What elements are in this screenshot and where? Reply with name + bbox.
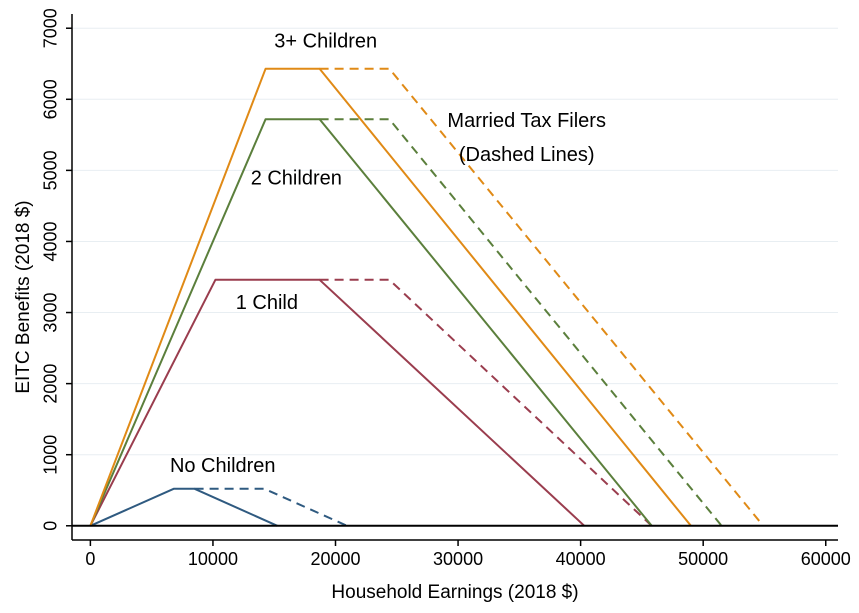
annotation-5: (Dashed Lines) xyxy=(459,144,595,166)
annotation-4: Married Tax Filers xyxy=(447,110,606,132)
x-tick-label-2: 20000 xyxy=(310,549,360,569)
y-tick-label-0: 0 xyxy=(41,521,61,531)
x-tick-label-6: 60000 xyxy=(801,549,851,569)
x-tick-label-3: 30000 xyxy=(433,549,483,569)
series-line-no-children-dashed xyxy=(194,487,348,527)
series-line-three-children-solid xyxy=(89,67,692,527)
annotation-1: 2 Children xyxy=(251,168,342,190)
y-tick-label-5: 5000 xyxy=(41,150,61,190)
series-line-two-children-solid xyxy=(89,118,653,527)
annotation-3: No Children xyxy=(170,455,276,477)
y-tick-label-1: 1000 xyxy=(41,435,61,475)
y-axis-ticks: 0 1000 2000 3000 4000 5000 6000 7000 xyxy=(41,8,72,531)
series-line-two-children-dashed xyxy=(319,118,723,527)
axes xyxy=(71,14,838,541)
y-tick-label-2: 2000 xyxy=(41,364,61,404)
x-axis-title: Household Earnings (2018 $) xyxy=(331,582,578,603)
series-line-three-children-dashed xyxy=(319,67,764,527)
y-tick-label-4: 4000 xyxy=(41,221,61,261)
y-tick-label-3: 3000 xyxy=(41,293,61,333)
x-tick-label-4: 40000 xyxy=(556,549,606,569)
annotation-2: 1 Child xyxy=(236,292,298,314)
x-tick-label-1: 10000 xyxy=(188,549,238,569)
series-lines xyxy=(89,67,764,527)
annotation-0: 3+ Children xyxy=(274,30,377,52)
x-tick-label-5: 50000 xyxy=(678,549,728,569)
series-line-one-child-solid xyxy=(89,278,585,527)
series-line-one-child-dashed xyxy=(319,278,653,527)
gridlines xyxy=(72,27,838,456)
series-line-no-children-solid xyxy=(89,487,278,527)
y-tick-label-6: 6000 xyxy=(41,79,61,119)
x-axis-ticks: 0 10000 20000 30000 40000 50000 60000 xyxy=(85,540,851,569)
x-tick-label-0: 0 xyxy=(85,549,95,569)
annotations: 3+ Children 2 Children 1 Child No Children M… xyxy=(170,30,606,476)
y-axis-title: EITC Benefits (2018 $) xyxy=(13,200,34,393)
y-tick-label-7: 7000 xyxy=(41,8,61,48)
